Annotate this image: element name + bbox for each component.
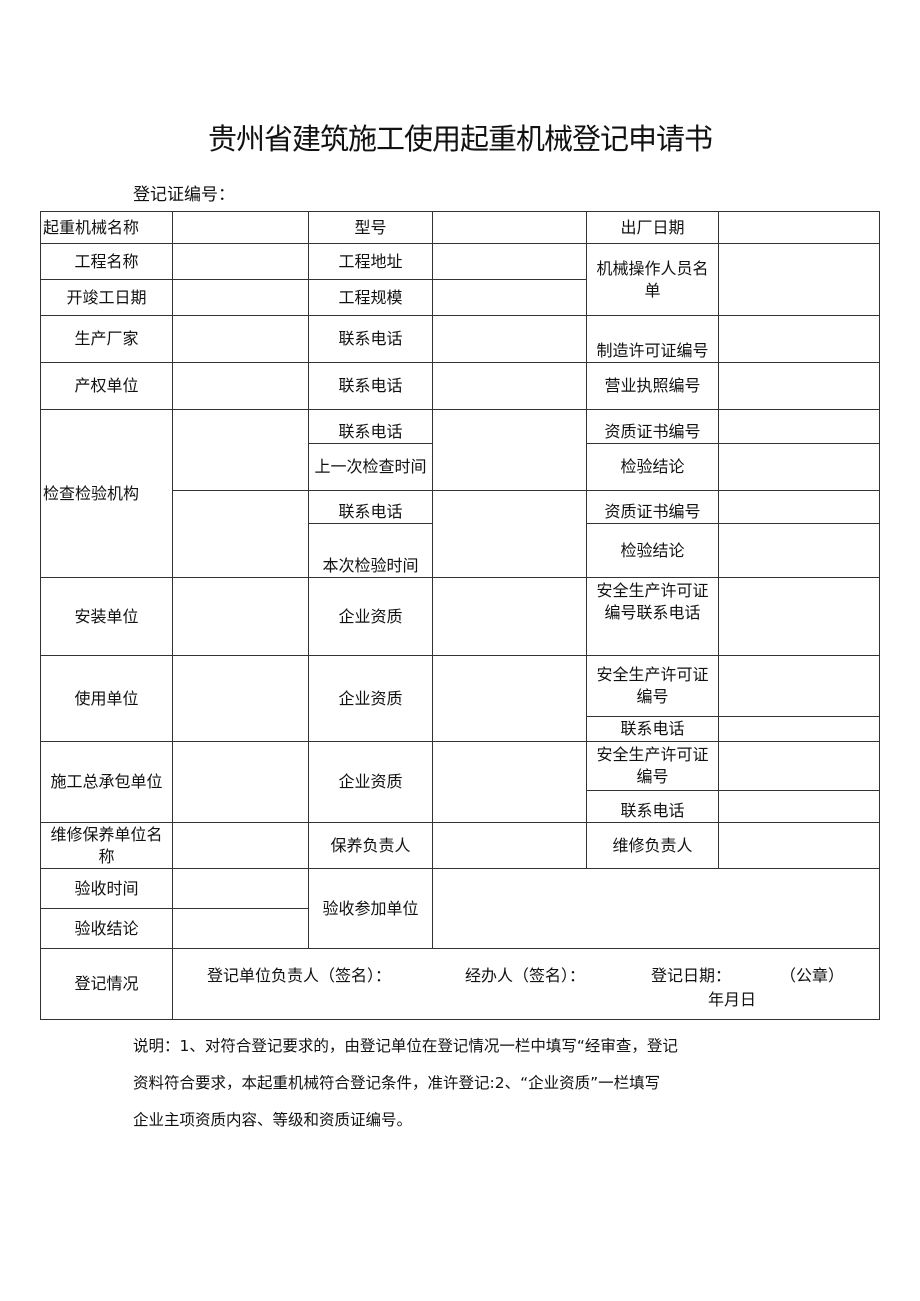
input-cell[interactable]: [718, 523, 880, 578]
registration-number-label: 登记证编号：: [133, 185, 235, 205]
label-cell: 检验结论: [586, 443, 719, 491]
input-cell[interactable]: [432, 741, 587, 823]
input-cell[interactable]: [172, 741, 309, 823]
label-cell: 联系电话: [308, 409, 433, 444]
label-cell: 资质证书编号: [586, 409, 719, 444]
registration-sign-cell[interactable]: [172, 948, 880, 1020]
seal-label: （公章）: [780, 966, 845, 985]
input-cell[interactable]: [172, 490, 309, 578]
label-cell: 验收参加单位: [308, 868, 433, 949]
label-cell: 企业资质: [308, 741, 433, 823]
label-cell: 产权单位: [40, 362, 173, 410]
input-cell[interactable]: [172, 362, 309, 410]
note-line: 资料符合要求，本起重机械符合登记条件，准许登记:2、“企业资质”一栏填写: [133, 1074, 661, 1092]
label-cell: 制造许可证编号: [586, 315, 719, 363]
label-cell: 联系电话: [586, 790, 719, 823]
ymd-label: 年月日: [708, 990, 757, 1009]
label-cell: 安全生产许可证编号: [586, 741, 719, 791]
input-cell[interactable]: [432, 577, 587, 656]
input-cell[interactable]: [718, 315, 880, 363]
input-cell[interactable]: [432, 409, 587, 491]
label-cell: 验收时间: [40, 868, 173, 909]
label-cell: 验收结论: [40, 908, 173, 949]
page-title: 贵州省建筑施工使用起重机械登记申请书: [207, 122, 713, 156]
note-line: 企业主项资质内容、等级和资质证编号。: [133, 1111, 413, 1129]
handler-signature-label: 经办人（签名）：: [465, 966, 586, 985]
input-cell[interactable]: [718, 443, 880, 491]
label-cell: 营业执照编号: [586, 362, 719, 410]
note-line: 说明：1、对符合登记要求的，由登记单位在登记情况一栏中填写“经审查，登记: [133, 1037, 678, 1055]
input-cell[interactable]: [718, 490, 880, 524]
input-cell[interactable]: [432, 211, 587, 244]
input-cell[interactable]: [432, 362, 587, 410]
label-cell: 出厂日期: [586, 211, 719, 244]
label-cell: 工程规模: [308, 279, 433, 316]
label-cell: 资质证书编号: [586, 490, 719, 524]
label-cell: 联系电话: [308, 315, 433, 363]
label-cell: 上一次检查时间: [308, 443, 433, 491]
input-cell[interactable]: [172, 211, 309, 244]
input-cell[interactable]: [432, 655, 587, 742]
input-cell[interactable]: [172, 868, 309, 909]
label-cell: 使用单位: [40, 655, 173, 742]
label-cell: 联系电话: [586, 716, 719, 742]
label-cell: 企业资质: [308, 655, 433, 742]
label-cell: 工程名称: [40, 243, 173, 280]
label-cell: 型号: [308, 211, 433, 244]
input-cell[interactable]: [172, 243, 309, 280]
label-cell: 生产厂家: [40, 315, 173, 363]
input-cell[interactable]: [718, 211, 880, 244]
label-cell: 工程地址: [308, 243, 433, 280]
label-cell: 安全生产许可证编号联系电话: [586, 577, 719, 656]
input-cell[interactable]: [718, 741, 880, 791]
input-cell[interactable]: [718, 822, 880, 869]
input-cell[interactable]: [432, 279, 587, 316]
input-cell[interactable]: [432, 490, 587, 578]
leader-signature-label: 登记单位负责人（签名）：: [207, 966, 392, 985]
input-cell[interactable]: [718, 577, 880, 656]
input-cell[interactable]: [432, 315, 587, 363]
label-cell: 安全生产许可证编号: [586, 655, 719, 717]
input-cell[interactable]: [718, 362, 880, 410]
input-cell[interactable]: [172, 409, 309, 491]
label-cell: 联系电话: [308, 362, 433, 410]
input-cell[interactable]: [172, 822, 309, 869]
input-cell[interactable]: [172, 577, 309, 656]
registration-date-label: 登记日期：: [651, 966, 732, 985]
label-cell: 登记情况: [40, 948, 173, 1020]
input-cell[interactable]: [172, 315, 309, 363]
input-cell[interactable]: [172, 655, 309, 742]
label-cell: 起重机械名称: [40, 211, 173, 244]
label-cell: 联系电话: [308, 490, 433, 524]
label-cell: 保养负责人: [308, 822, 433, 869]
label-cell: 安装单位: [40, 577, 173, 656]
label-cell: 机械操作人员名单: [586, 243, 719, 316]
input-cell[interactable]: [432, 822, 587, 869]
input-cell[interactable]: [718, 790, 880, 823]
label-cell: 维修保养单位名称: [40, 822, 173, 869]
label-cell: 检验结论: [586, 523, 719, 578]
label-cell: 施工总承包单位: [40, 741, 173, 823]
input-cell[interactable]: [718, 716, 880, 742]
label-cell: 企业资质: [308, 577, 433, 656]
input-cell[interactable]: [718, 409, 880, 444]
input-cell[interactable]: [432, 868, 880, 949]
label-cell: 检查检验机构: [40, 409, 173, 578]
label-cell: 本次检验时间: [308, 523, 433, 578]
input-cell[interactable]: [718, 243, 880, 316]
input-cell[interactable]: [432, 243, 587, 280]
input-cell[interactable]: [172, 908, 309, 949]
input-cell[interactable]: [718, 655, 880, 717]
input-cell[interactable]: [172, 279, 309, 316]
label-cell: 维修负责人: [586, 822, 719, 869]
label-cell: 开竣工日期: [40, 279, 173, 316]
